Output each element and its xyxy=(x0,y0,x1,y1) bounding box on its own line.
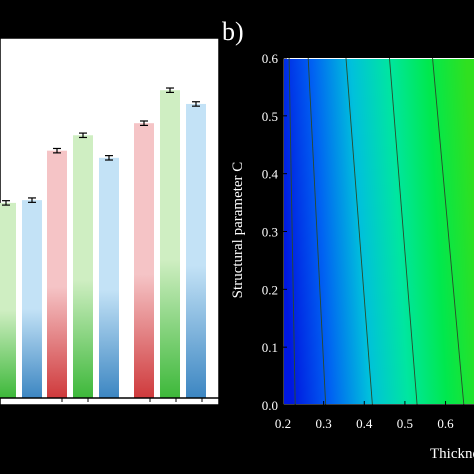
bar xyxy=(160,90,180,398)
x-axis-label: Thicknes xyxy=(430,446,474,462)
panel-label-b: b) xyxy=(222,17,244,46)
contour-line xyxy=(288,57,296,406)
heatmap-axes: 0.0 0.1 0.2 0.3 0.4 0.5 0.6 0.2 0.3 0.4 0.5 0.6 xyxy=(262,51,474,431)
x-tick-label: 0.2 xyxy=(275,416,291,431)
bar xyxy=(73,135,93,398)
heatmap-panel: b) 0.00.10.20.30.40.50.60.2 0.3 0.4 0.5 0.6 … xyxy=(222,17,474,462)
x-tick-label: 0.4 xyxy=(356,416,373,431)
bar xyxy=(47,150,67,398)
bar xyxy=(0,202,16,398)
y-axis-label: Structural parameter C xyxy=(230,162,246,299)
error-bar xyxy=(192,101,200,107)
error-bar xyxy=(166,87,174,94)
error-bar xyxy=(28,197,36,203)
contour-line xyxy=(345,57,373,406)
y-tick-label: 0.4 xyxy=(262,167,279,182)
y-tick-label: 0.3 xyxy=(262,225,278,240)
error-bar xyxy=(79,132,87,139)
bar-panel xyxy=(0,37,220,406)
x-tick-label: 0.6 xyxy=(437,416,454,431)
y-tick-label: 0.6 xyxy=(262,51,279,66)
contour-line xyxy=(432,57,465,406)
y-tick-label: 0.0 xyxy=(262,398,278,413)
error-bar xyxy=(2,200,10,206)
bar xyxy=(134,123,154,398)
y-tick-label: 0.5 xyxy=(262,109,278,124)
contour-line xyxy=(307,57,327,406)
error-bar xyxy=(140,120,148,126)
heatmap-plot xyxy=(283,57,474,406)
x-tick-label: 0.5 xyxy=(397,416,413,431)
contour-line xyxy=(389,57,418,406)
error-bar xyxy=(53,147,61,154)
x-tick-label: 0.3 xyxy=(316,416,332,431)
bar-group xyxy=(0,87,219,399)
error-bar xyxy=(105,155,113,161)
heatmap-fill xyxy=(284,59,474,404)
bar-x-tick-labels xyxy=(61,398,203,402)
y-tick-label: 0.2 xyxy=(262,282,278,297)
bar xyxy=(99,157,119,398)
bar xyxy=(22,200,42,398)
bar xyxy=(186,103,206,399)
y-tick-label: 0.1 xyxy=(262,340,278,355)
